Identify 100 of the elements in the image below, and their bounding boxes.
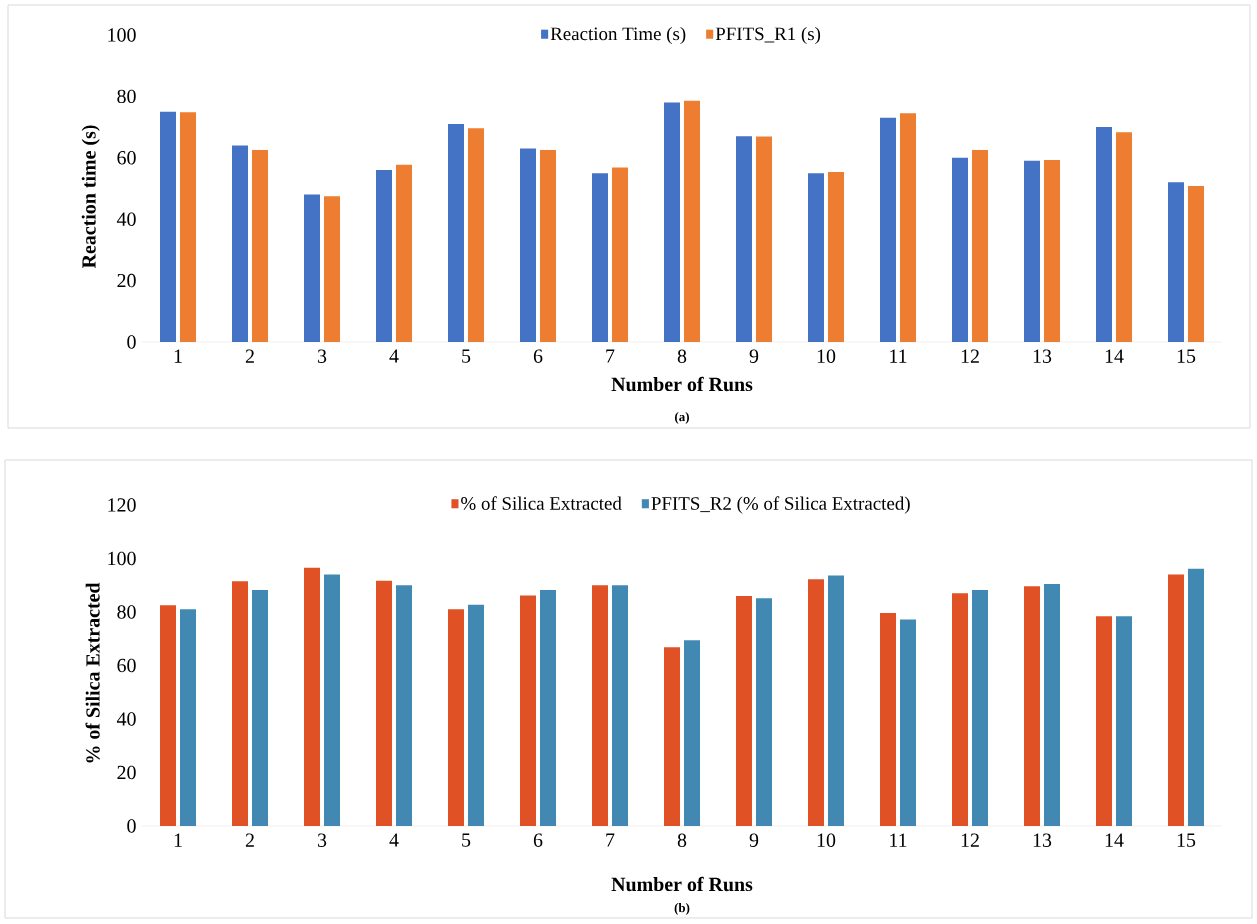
y-tick-label: 60 (117, 151, 136, 165)
y-tick-label: 80 (117, 89, 136, 104)
bar (448, 609, 465, 826)
bar (1188, 186, 1204, 342)
bar (180, 112, 197, 342)
bar (376, 580, 393, 826)
x-tick-label: 3 (317, 833, 327, 847)
x-tick-label: 2 (245, 349, 254, 363)
bar (1116, 132, 1132, 342)
bar (756, 598, 772, 826)
bar (396, 585, 413, 826)
bar (828, 575, 844, 826)
bar (592, 173, 608, 342)
x-tick-label: 7 (606, 833, 615, 847)
legend-label: Reaction Time (s) (550, 26, 686, 45)
bar (684, 100, 700, 342)
bar (160, 111, 177, 342)
x-tick-label: 12 (961, 349, 979, 363)
bar (1188, 568, 1204, 826)
x-tick-label: 7 (606, 349, 615, 363)
text: (a) (675, 412, 689, 424)
bar (952, 157, 968, 342)
bar (1024, 586, 1040, 826)
bar (376, 170, 393, 342)
bar (828, 171, 844, 342)
bar (952, 593, 968, 826)
legend-label: PFITS_R2 (% of Silica Extracted) (651, 496, 910, 514)
x-tick-label: 6 (533, 349, 543, 363)
x-tick-label: 10 (817, 833, 836, 847)
bar (1044, 159, 1060, 342)
text: (b) (674, 903, 690, 915)
bar (1167, 182, 1184, 342)
x-tick-label: 1 (174, 833, 182, 847)
bar (808, 579, 824, 826)
y-tick-label: 20 (117, 765, 136, 780)
x-tick-label: 15 (1177, 833, 1196, 847)
x-tick-label: 2 (245, 833, 254, 847)
bar (808, 173, 824, 342)
x-tick-label: 15 (1177, 349, 1196, 363)
x-tick-label: 9 (749, 833, 759, 847)
bar (324, 574, 341, 826)
bar (448, 124, 465, 342)
bar (520, 148, 536, 342)
y-tick-label: 100 (108, 551, 136, 566)
bar (252, 150, 269, 342)
legend-label: % of Silica Extracted (461, 496, 622, 510)
x-axis-title: Number of Runs (611, 876, 753, 892)
bar (304, 194, 321, 342)
x-tick-label: 13 (1033, 833, 1052, 847)
x-tick-label: 5 (462, 349, 471, 363)
bar (972, 150, 988, 342)
bar (1168, 574, 1184, 826)
bar (520, 595, 537, 826)
bar (664, 647, 680, 826)
bar (304, 567, 321, 826)
bar (736, 595, 752, 826)
bar (592, 585, 609, 826)
x-tick-label: 9 (749, 349, 759, 363)
x-tick-label: 3 (317, 349, 327, 363)
bar (540, 590, 557, 826)
x-tick-label: 4 (389, 349, 399, 363)
bar (468, 604, 485, 826)
bar (736, 136, 752, 342)
x-tick-label: 12 (961, 833, 979, 847)
bar (612, 585, 629, 826)
y-tick-label: 80 (117, 605, 136, 619)
x-tick-label: 8 (677, 349, 687, 363)
bar (232, 145, 249, 342)
bar (664, 102, 680, 342)
bar (972, 590, 988, 826)
x-tick-label: 14 (1105, 833, 1124, 847)
bar (1116, 616, 1132, 826)
bar (1096, 616, 1112, 826)
x-tick-label: 11 (890, 833, 907, 847)
y-tick-label: 40 (116, 712, 136, 726)
y-tick-label: 120 (108, 498, 136, 512)
bar (880, 613, 896, 826)
x-tick-label: 14 (1105, 349, 1124, 363)
bar (684, 640, 700, 826)
y-axis-title: % of Silica Extracted (85, 582, 100, 763)
y-tick-label: 40 (116, 212, 136, 226)
x-tick-label: 6 (533, 833, 543, 847)
bar (900, 113, 916, 342)
legend-label: PFITS_R1 (s) (715, 26, 821, 45)
y-tick-label: 100 (108, 28, 136, 42)
bar (1044, 583, 1060, 826)
bar (756, 136, 772, 342)
bar (160, 605, 177, 826)
bar (880, 117, 896, 342)
x-tick-label: 11 (890, 349, 907, 363)
bar (252, 590, 269, 826)
x-tick-label: 5 (462, 833, 471, 847)
y-tick-label: 0 (127, 819, 136, 833)
y-tick-label: 60 (117, 658, 136, 673)
y-axis-title: Reaction time (s) (81, 125, 100, 269)
bar (324, 196, 341, 342)
bar (540, 150, 557, 342)
y-tick-label: 0 (127, 335, 136, 349)
x-tick-label: 10 (817, 349, 836, 363)
x-tick-label: 4 (389, 833, 399, 847)
